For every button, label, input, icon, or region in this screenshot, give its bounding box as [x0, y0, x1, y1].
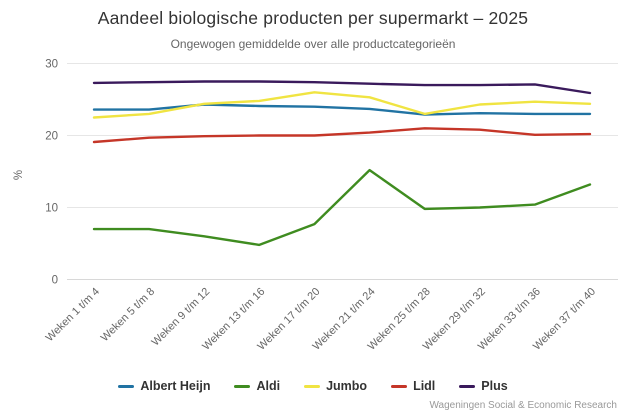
y-tick-label-0: 0: [52, 275, 58, 287]
legend-label: Lidl: [413, 379, 436, 393]
series-line-lidl[interactable]: [92, 127, 592, 144]
series-line-aldi[interactable]: [92, 168, 592, 247]
legend-item-albert-heijn[interactable]: Albert Heijn: [118, 379, 210, 393]
legend-label: Jumbo: [326, 379, 368, 393]
series-line-albert-heijn[interactable]: [92, 103, 592, 116]
x-tick-label-1: Weken 1 t/m 4: [44, 286, 102, 344]
legend-marker-jumbo: [304, 384, 321, 388]
legend-item-aldi[interactable]: Aldi: [234, 379, 280, 393]
y-tick-label-20: 20: [45, 131, 58, 143]
legend-item-plus[interactable]: Plus: [459, 379, 508, 393]
legend-marker-aldi: [234, 384, 251, 388]
series-line-plus[interactable]: [92, 80, 592, 95]
series-line-jumbo[interactable]: [92, 91, 592, 119]
x-tick-label-2: Weken 5 t/m 8: [99, 286, 157, 344]
legend-marker-lidl: [391, 384, 408, 388]
legend: Albert Heijn Aldi Jumbo Lidl Plus: [0, 376, 626, 396]
chart-title: Aandeel biologische producten per superm…: [97, 8, 529, 28]
legend-item-jumbo[interactable]: Jumbo: [304, 379, 367, 393]
legend-item-lidl[interactable]: Lidl: [391, 379, 435, 393]
x-tick-label-3: Weken 9 t/m 12: [150, 286, 213, 349]
chart-credit: Wageningen Social & Economic Research: [429, 400, 617, 411]
y-axis-title: %: [13, 170, 25, 180]
y-tick-label-10: 10: [45, 203, 58, 215]
legend-marker-albert-heijn: [118, 384, 135, 388]
y-tick-label-30: 30: [45, 59, 58, 71]
legend-marker-plus: [459, 384, 476, 388]
legend-label: Aldi: [256, 379, 281, 393]
chart-subtitle: Ongewogen gemiddelde over alle productca…: [170, 37, 456, 51]
legend-label: Plus: [481, 379, 508, 393]
legend-label: Albert Heijn: [140, 379, 211, 393]
